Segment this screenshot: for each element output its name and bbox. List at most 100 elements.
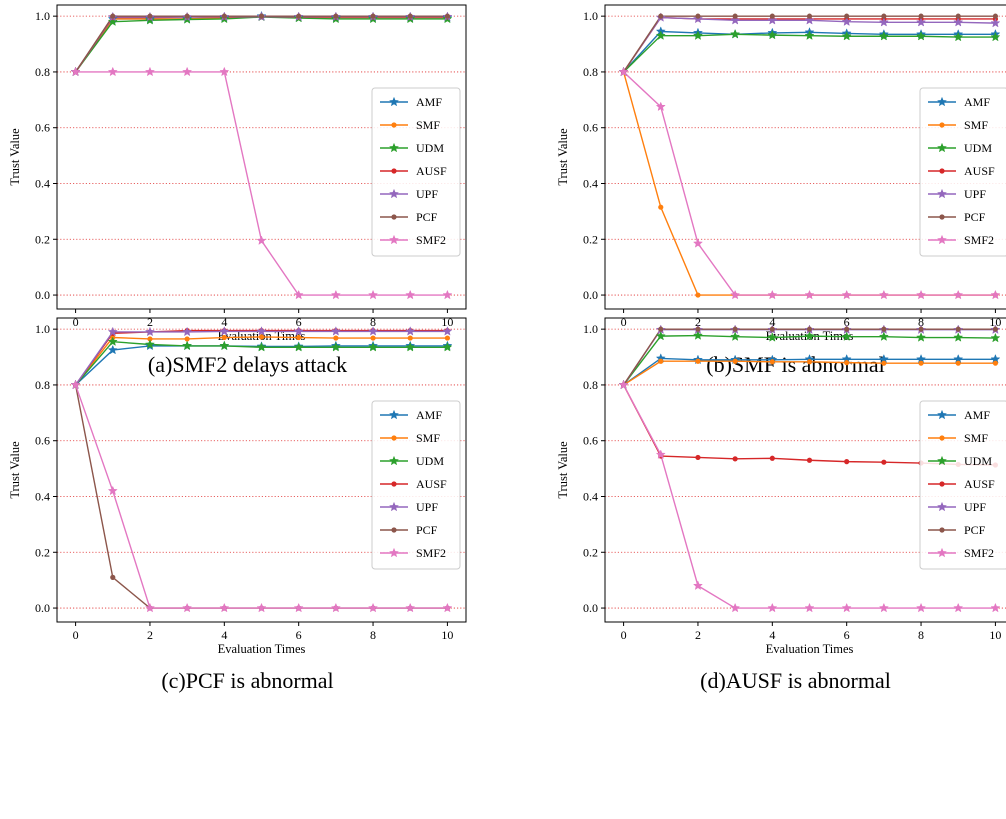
legend-marker-pcf [391, 214, 397, 220]
data-point-smf [370, 335, 376, 341]
data-point-smf2 [293, 289, 304, 300]
data-point-smf [844, 360, 850, 366]
legend-marker-smf [391, 435, 397, 441]
x-tick-label: 0 [621, 628, 627, 642]
data-point-pcf [806, 326, 813, 332]
data-point-pcf [658, 13, 664, 19]
y-tick-label: 0.2 [35, 545, 50, 559]
legend-label-udm: UDM [416, 141, 444, 155]
data-point-udm [916, 30, 927, 41]
data-point-smf2 [182, 66, 193, 77]
data-point-smf2 [144, 66, 155, 77]
y-tick-label: 0.4 [35, 176, 50, 190]
data-point-pcf [147, 13, 153, 19]
legend-marker-smf2 [936, 234, 948, 245]
data-point-pcf [110, 13, 116, 19]
data-point-udm [730, 331, 741, 341]
data-point-udm [368, 341, 379, 352]
y-tick-label: 0.0 [35, 601, 50, 615]
data-point-smf2 [70, 66, 81, 77]
data-point-pcf [296, 13, 302, 19]
data-point-upf [219, 326, 230, 336]
data-point-udm [767, 332, 778, 342]
series-line-pcf [75, 15, 448, 73]
y-tick-label: 0.6 [583, 434, 598, 448]
series-line-ausf [623, 16, 996, 73]
data-point-upf [330, 326, 341, 336]
data-point-smf2 [916, 289, 927, 300]
legend-marker-ausf [391, 168, 397, 174]
data-point-smf2 [256, 602, 267, 613]
x-tick-label: 4 [769, 315, 775, 329]
data-point-smf2 [219, 602, 230, 613]
data-point-udm [256, 341, 267, 352]
data-point-pcf [992, 13, 999, 19]
data-point-pcf [918, 13, 924, 19]
x-tick-label: 8 [918, 628, 924, 642]
x-tick-label: 10 [989, 628, 1001, 642]
legend-marker-ausf [939, 168, 945, 174]
legend-marker-smf2 [388, 234, 400, 245]
data-point-pcf [732, 13, 738, 19]
panel-caption: (c)PCF is abnormal [161, 668, 333, 693]
y-tick-label: 1.0 [583, 322, 598, 336]
data-point-smf2 [655, 449, 666, 459]
data-point-smf2 [70, 379, 81, 390]
data-point-smf [258, 334, 265, 340]
data-point-pcf [370, 13, 376, 19]
legend-marker-smf [391, 122, 397, 128]
x-tick-label: 8 [370, 315, 376, 329]
legend-marker-udm [388, 142, 400, 153]
legend-label-amf: AMF [964, 95, 990, 109]
data-point-ausf [732, 456, 738, 462]
data-point-ausf [769, 455, 775, 461]
legend-marker-smf2 [388, 547, 400, 558]
data-point-smf [955, 360, 961, 366]
data-point-smf2 [841, 602, 852, 613]
legend-box [371, 400, 461, 570]
series-line-upf [623, 16, 996, 73]
panel-caption: (d)AUSF is abnormal [700, 668, 891, 693]
x-tick-label: 4 [769, 628, 775, 642]
data-point-udm [655, 330, 666, 341]
legend-marker-amf [936, 96, 948, 107]
data-point-pcf [881, 326, 887, 332]
legend-label-smf: SMF [964, 431, 988, 445]
data-point-udm [767, 29, 778, 40]
data-point-smf [732, 358, 738, 364]
legend-label-amf: AMF [964, 408, 990, 422]
legend-label-smf: SMF [964, 118, 988, 132]
y-tick-label: 0.6 [35, 434, 50, 448]
data-point-smf2 [841, 289, 852, 300]
series-line-udm [75, 16, 448, 73]
legend-marker-pcf [391, 527, 397, 533]
y-tick-label: 1.0 [35, 322, 50, 336]
data-point-smf2 [990, 602, 1001, 613]
data-point-ausf [881, 459, 887, 465]
data-point-pcf [407, 13, 413, 19]
legend-label-udm: UDM [416, 454, 444, 468]
data-point-smf2 [442, 289, 453, 300]
data-point-smf [806, 359, 813, 365]
data-point-smf2 [878, 289, 889, 300]
data-point-udm [990, 31, 1001, 42]
data-point-udm [841, 331, 852, 341]
legend-marker-ausf [939, 481, 945, 487]
legend: AMF SMF UDM AUSF UPF PCF SMF2 [919, 87, 1006, 257]
data-point-smf2 [368, 602, 379, 613]
data-point-smf [221, 334, 227, 341]
data-point-smf [769, 359, 775, 365]
data-point-smf2 [804, 289, 815, 300]
data-point-udm [841, 30, 852, 41]
data-point-ausf [695, 454, 701, 461]
legend-marker-ausf [391, 481, 397, 487]
legend: AMF SMF UDM AUSF UPF PCF SMF2 [919, 400, 1006, 570]
y-tick-label: 0.2 [583, 232, 598, 246]
data-point-smf2 [767, 602, 778, 613]
y-tick-label: 0.2 [583, 545, 598, 559]
data-point-udm [878, 30, 889, 41]
panel-caption: (a)SMF2 delays attack [148, 352, 347, 377]
legend-marker-upf [388, 501, 400, 512]
